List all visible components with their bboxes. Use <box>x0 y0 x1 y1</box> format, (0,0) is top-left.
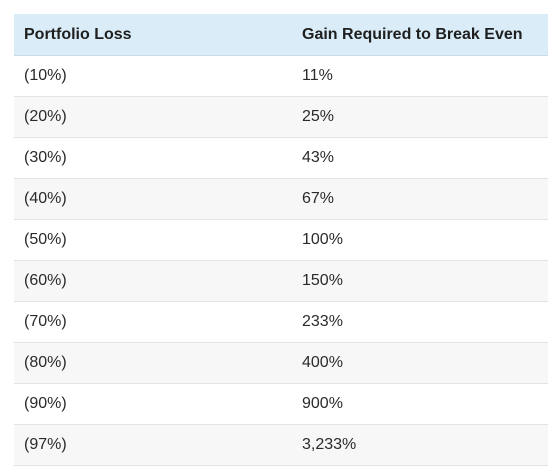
cell-portfolio-loss: (50%) <box>14 219 292 261</box>
table-row: (80%) 400% <box>14 342 548 384</box>
cell-gain-required: 43% <box>292 137 548 179</box>
table-row: (60%) 150% <box>14 260 548 302</box>
cell-portfolio-loss: (97%) <box>14 424 292 466</box>
cell-portfolio-loss: (80%) <box>14 342 292 384</box>
cell-gain-required: 233% <box>292 301 548 343</box>
breakeven-table: Portfolio Loss Gain Required to Break Ev… <box>14 14 548 466</box>
cell-portfolio-loss: (40%) <box>14 178 292 220</box>
table-row: (50%) 100% <box>14 219 548 261</box>
cell-portfolio-loss: (90%) <box>14 383 292 425</box>
cell-gain-required: 150% <box>292 260 548 302</box>
cell-gain-required: 100% <box>292 219 548 261</box>
table-header: Portfolio Loss Gain Required to Break Ev… <box>14 14 548 56</box>
table-row: (10%) 11% <box>14 55 548 97</box>
table-row: (70%) 233% <box>14 301 548 343</box>
header-gain-required: Gain Required to Break Even <box>292 14 548 56</box>
cell-gain-required: 900% <box>292 383 548 425</box>
cell-portfolio-loss: (60%) <box>14 260 292 302</box>
table-row: (97%) 3,233% <box>14 424 548 466</box>
table-row: (90%) 900% <box>14 383 548 425</box>
cell-portfolio-loss: (20%) <box>14 96 292 138</box>
cell-gain-required: 3,233% <box>292 424 548 466</box>
cell-portfolio-loss: (30%) <box>14 137 292 179</box>
header-row: Portfolio Loss Gain Required to Break Ev… <box>14 14 548 56</box>
cell-gain-required: 67% <box>292 178 548 220</box>
cell-gain-required: 25% <box>292 96 548 138</box>
cell-portfolio-loss: (10%) <box>14 55 292 97</box>
cell-gain-required: 11% <box>292 55 548 97</box>
table-row: (30%) 43% <box>14 137 548 179</box>
table-row: (20%) 25% <box>14 96 548 138</box>
cell-portfolio-loss: (70%) <box>14 301 292 343</box>
breakeven-table-container: Portfolio Loss Gain Required to Break Ev… <box>14 14 548 466</box>
table-body: (10%) 11% (20%) 25% (30%) 43% (40%) 67% … <box>14 55 548 466</box>
table-row: (40%) 67% <box>14 178 548 220</box>
header-portfolio-loss: Portfolio Loss <box>14 14 292 56</box>
cell-gain-required: 400% <box>292 342 548 384</box>
